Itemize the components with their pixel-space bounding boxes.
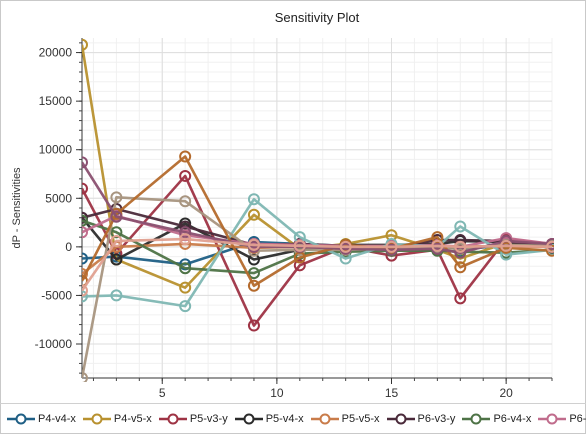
data-point[interactable] xyxy=(454,240,467,253)
series-line xyxy=(82,237,553,292)
legend-swatch-icon xyxy=(234,413,263,424)
y-tick-label: 15000 xyxy=(39,94,73,108)
series-unnamed-12 xyxy=(77,233,557,297)
legend-label: P4-v5-x xyxy=(113,412,152,425)
legend-swatch-icon xyxy=(7,413,35,424)
data-point[interactable] xyxy=(454,220,467,233)
data-point[interactable] xyxy=(546,240,557,253)
legend-label: P5-v4-x xyxy=(265,412,304,425)
sensitivity-chart: Sensitivity Plot -10000 -5000 0 5000 10000 150… xyxy=(11,10,557,400)
legend-item-p6-v4-x[interactable]: P6-v4-x xyxy=(461,412,531,426)
data-point[interactable] xyxy=(179,233,192,246)
data-point[interactable] xyxy=(77,284,88,297)
legend-label: P6-v5-x xyxy=(569,412,586,425)
data-point[interactable] xyxy=(110,289,123,302)
legend-swatch-icon xyxy=(538,413,567,424)
data-point[interactable] xyxy=(454,234,467,247)
legend-label: P6-v4-x xyxy=(493,412,532,425)
y-tick-label: -5000 xyxy=(41,288,72,302)
data-point[interactable] xyxy=(179,262,192,275)
x-tick-label: 15 xyxy=(385,386,399,400)
data-point[interactable] xyxy=(454,292,467,305)
x-tick-label: 10 xyxy=(270,386,284,400)
legend-label: P5-v5-x xyxy=(341,412,380,425)
data-point[interactable] xyxy=(179,300,192,313)
y-tick-label: -10000 xyxy=(35,337,73,351)
x-tick-label: 5 xyxy=(159,386,166,400)
series-line xyxy=(82,197,553,308)
data-point[interactable] xyxy=(77,372,88,383)
data-point[interactable] xyxy=(77,156,88,169)
data-point[interactable] xyxy=(247,279,260,292)
y-tick-label: 0 xyxy=(65,240,72,254)
data-point[interactable] xyxy=(247,319,260,332)
data-point[interactable] xyxy=(77,268,88,281)
data-point[interactable] xyxy=(247,193,260,206)
data-point[interactable] xyxy=(293,239,306,252)
data-point[interactable] xyxy=(247,208,260,221)
legend: P4-v4-x P4-v5-x P5-v3-y P5-v4-x P5-v5-x P6-v3… xyxy=(0,403,586,433)
legend-swatch-icon xyxy=(386,413,415,424)
data-point[interactable] xyxy=(77,290,88,303)
data-point[interactable] xyxy=(431,239,444,252)
data-point[interactable] xyxy=(385,240,398,253)
major-grid xyxy=(82,38,552,378)
data-point[interactable] xyxy=(110,210,123,223)
chart-title: Sensitivity Plot xyxy=(275,10,360,25)
legend-item-p6-v3-y[interactable]: P6-v3-y xyxy=(386,412,456,426)
data-point[interactable] xyxy=(247,253,260,266)
data-point[interactable] xyxy=(454,261,467,274)
data-point[interactable] xyxy=(179,281,192,294)
legend-swatch-icon xyxy=(462,413,491,424)
data-point[interactable] xyxy=(110,226,123,239)
y-axis-label: dP - Sensitivities xyxy=(11,167,23,249)
data-point[interactable] xyxy=(500,239,513,252)
legend-label: P4-v4-x xyxy=(38,412,76,425)
y-tick-label: 10000 xyxy=(39,143,73,157)
series-line xyxy=(82,155,553,288)
y-tick-label: 20000 xyxy=(39,46,73,60)
legend-item-p5-v3-y[interactable]: P5-v3-y xyxy=(158,412,228,426)
data-point[interactable] xyxy=(110,253,123,266)
data-point[interactable] xyxy=(339,240,352,253)
data-point[interactable] xyxy=(179,195,192,208)
legend-swatch-icon xyxy=(82,413,111,424)
legend-swatch-icon xyxy=(158,413,187,424)
legend-item-p5-v4-x[interactable]: P5-v4-x xyxy=(234,412,304,426)
data-point[interactable] xyxy=(179,226,192,239)
series-group xyxy=(77,38,557,383)
legend-item-p4-v4-x[interactable]: P4-v4-x xyxy=(6,412,76,426)
y-tick-label: 5000 xyxy=(45,191,72,205)
data-point[interactable] xyxy=(247,267,260,280)
legend-item-p4-v5-x[interactable]: P4-v5-x xyxy=(82,412,152,426)
data-point[interactable] xyxy=(247,238,260,251)
data-point[interactable] xyxy=(179,169,192,182)
data-point[interactable] xyxy=(77,252,88,265)
legend-item-p6-v5-x[interactable]: P6-v5-x xyxy=(537,412,586,426)
data-point[interactable] xyxy=(77,38,88,51)
data-point[interactable] xyxy=(293,259,306,272)
legend-item-p5-v5-x[interactable]: P5-v5-x xyxy=(310,412,380,426)
data-point[interactable] xyxy=(179,150,192,163)
data-point[interactable] xyxy=(77,226,88,239)
data-point[interactable] xyxy=(110,235,123,248)
legend-swatch-icon xyxy=(310,413,339,424)
data-point[interactable] xyxy=(110,191,123,204)
legend-label: P6-v3-y xyxy=(417,412,456,425)
x-tick-label: 20 xyxy=(499,386,513,400)
data-point[interactable] xyxy=(431,231,444,244)
data-point[interactable] xyxy=(77,274,88,287)
data-point[interactable] xyxy=(77,214,88,227)
data-point[interactable] xyxy=(77,182,88,195)
legend-label: P5-v3-y xyxy=(189,412,228,425)
series-line xyxy=(82,161,553,254)
